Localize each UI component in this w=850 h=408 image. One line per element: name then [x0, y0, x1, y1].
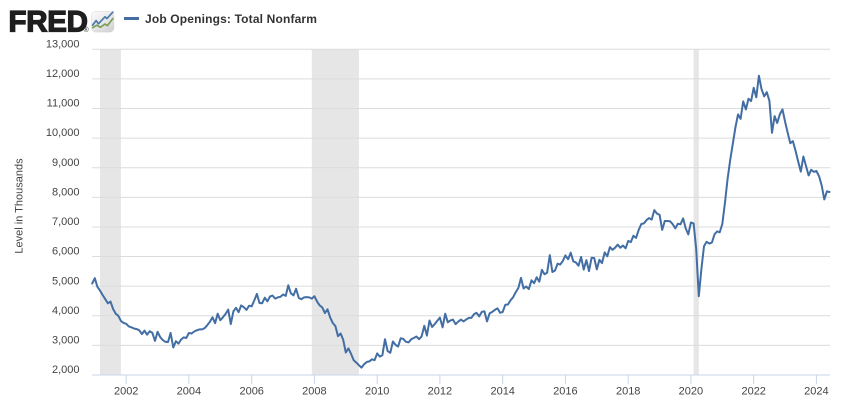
svg-text:2012: 2012: [428, 386, 452, 398]
svg-text:6,000: 6,000: [52, 246, 80, 258]
svg-text:8,000: 8,000: [52, 186, 80, 198]
svg-text:2004: 2004: [177, 386, 201, 398]
svg-text:2024: 2024: [804, 386, 828, 398]
svg-text:®: ®: [84, 26, 90, 34]
svg-text:2008: 2008: [302, 386, 326, 398]
svg-text:13,000: 13,000: [46, 38, 80, 50]
svg-text:2014: 2014: [490, 386, 514, 398]
svg-text:2,000: 2,000: [52, 364, 80, 376]
svg-text:2006: 2006: [239, 386, 263, 398]
svg-text:2018: 2018: [616, 386, 640, 398]
svg-text:4,000: 4,000: [52, 305, 80, 317]
svg-text:2002: 2002: [114, 386, 138, 398]
svg-text:FRED: FRED: [9, 5, 88, 38]
svg-text:3,000: 3,000: [52, 335, 80, 347]
svg-text:12,000: 12,000: [46, 68, 80, 80]
svg-text:10,000: 10,000: [46, 127, 80, 139]
svg-text:Job Openings: Total Nonfarm: Job Openings: Total Nonfarm: [145, 12, 317, 26]
svg-text:2020: 2020: [679, 386, 703, 398]
svg-text:7,000: 7,000: [52, 216, 80, 228]
svg-text:5,000: 5,000: [52, 275, 80, 287]
svg-text:2016: 2016: [553, 386, 577, 398]
svg-text:2022: 2022: [741, 386, 765, 398]
svg-text:2010: 2010: [365, 386, 389, 398]
svg-text:Level in Thousands: Level in Thousands: [14, 158, 26, 254]
svg-text:11,000: 11,000: [47, 98, 80, 110]
svg-text:9,000: 9,000: [52, 157, 80, 169]
